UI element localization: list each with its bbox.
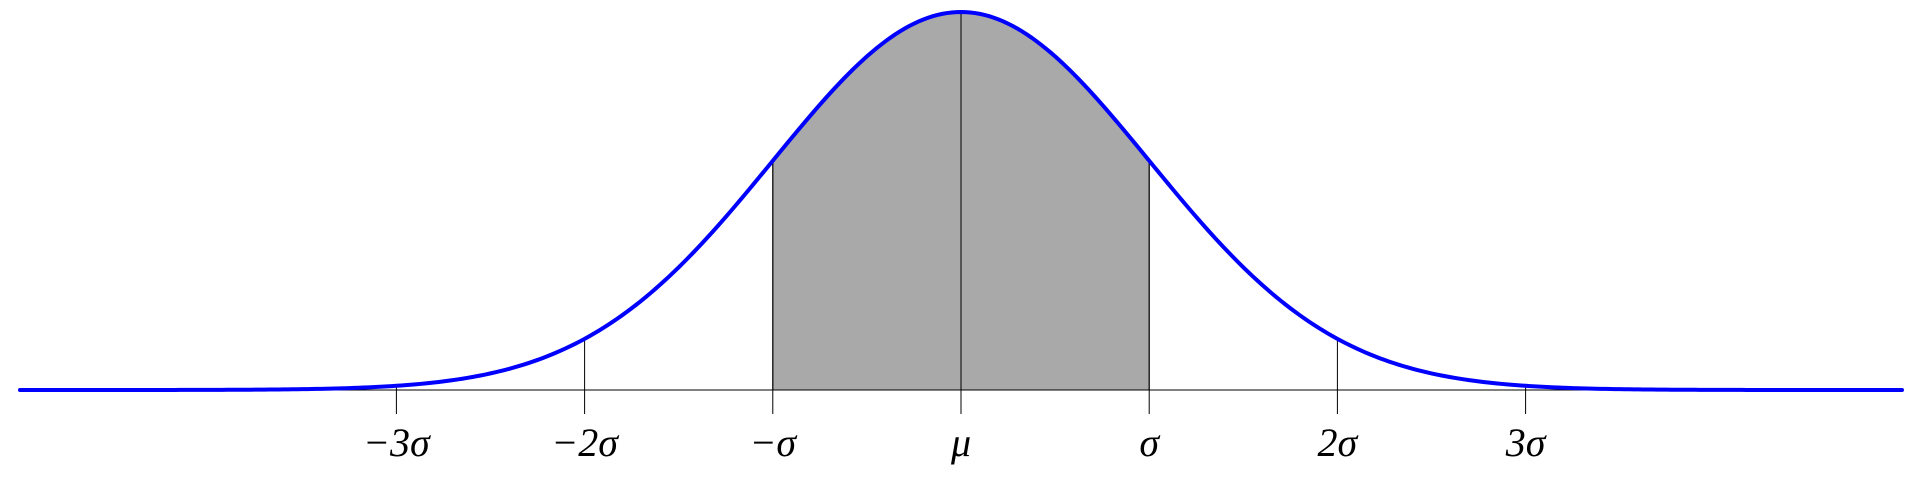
x-tick-label: −σ <box>749 420 797 465</box>
x-tick-label: 3σ <box>1505 420 1547 465</box>
x-tick-label: μ <box>950 420 971 465</box>
x-tick-label: σ <box>1139 420 1160 465</box>
normal-distribution-chart: −3σ −2σ −σ μ σ 2σ 3σ <box>0 0 1922 502</box>
x-tick-label: −2σ <box>551 420 619 465</box>
x-tick-label: 2σ <box>1318 420 1359 465</box>
x-tick-label: −3σ <box>363 420 431 465</box>
